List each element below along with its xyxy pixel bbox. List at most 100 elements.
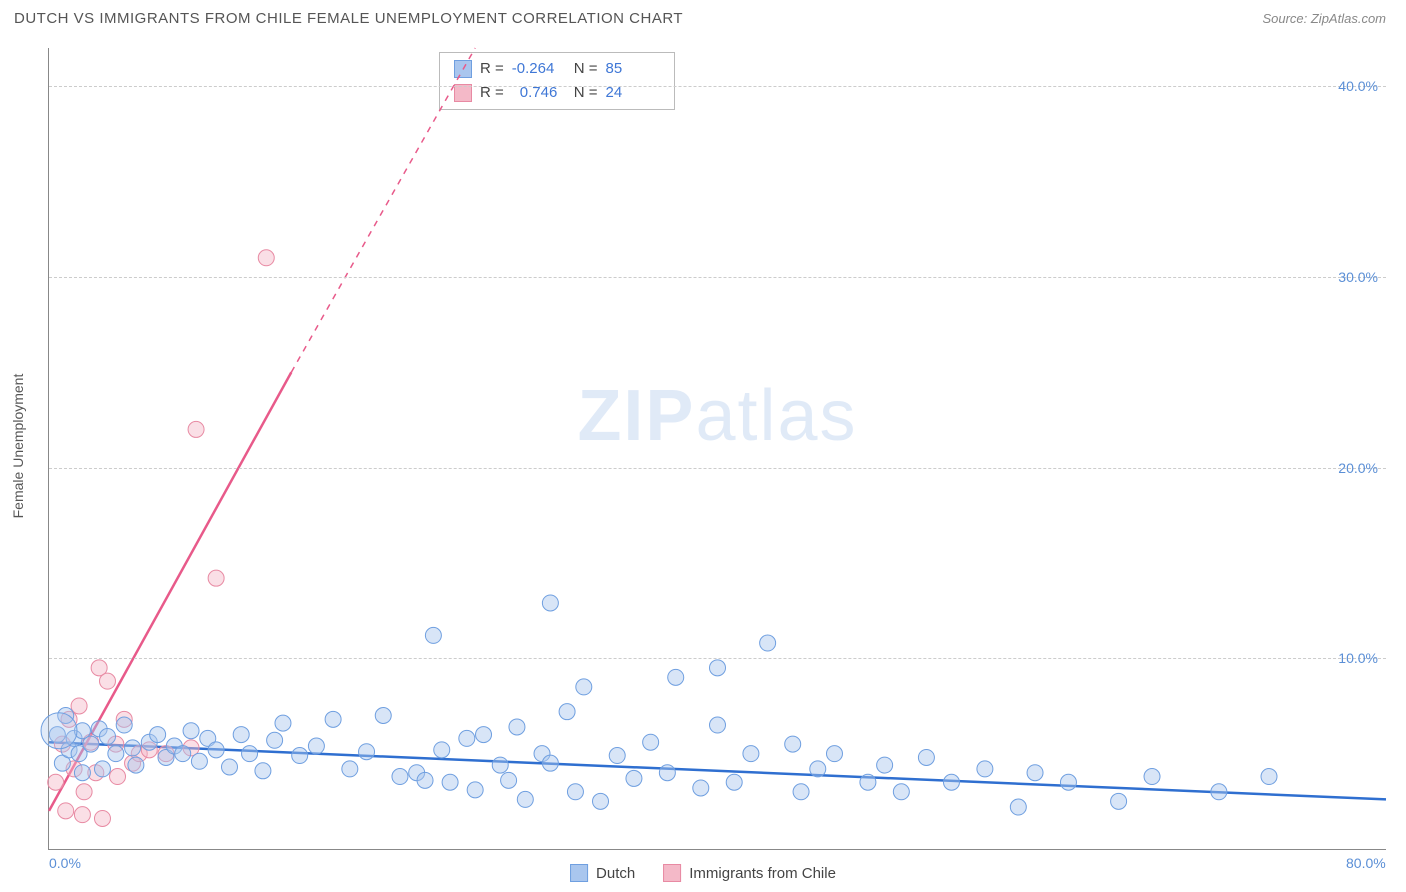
point-dutch	[183, 723, 199, 739]
point-dutch	[785, 736, 801, 752]
point-dutch	[643, 734, 659, 750]
point-dutch	[826, 746, 842, 762]
trendline-chile-extrapolated	[291, 48, 475, 372]
point-dutch	[542, 755, 558, 771]
series-legend: Dutch Immigrants from Chile	[570, 864, 836, 882]
point-dutch-cluster	[41, 713, 77, 749]
point-dutch	[275, 715, 291, 731]
point-dutch	[693, 780, 709, 796]
point-chile	[110, 769, 126, 785]
point-dutch	[255, 763, 271, 779]
point-dutch	[392, 769, 408, 785]
point-dutch	[1261, 769, 1277, 785]
point-dutch	[116, 717, 132, 733]
point-dutch	[609, 748, 625, 764]
point-dutch	[668, 669, 684, 685]
point-chile	[58, 803, 74, 819]
legend-label-chile: Immigrants from Chile	[689, 865, 836, 882]
point-dutch	[943, 774, 959, 790]
point-dutch	[221, 759, 237, 775]
y-axis-label: Female Unemployment	[10, 374, 26, 519]
point-dutch	[99, 728, 115, 744]
point-dutch	[760, 635, 776, 651]
ytick-label: 10.0%	[1338, 650, 1378, 666]
legend-swatch-chile	[663, 864, 681, 882]
xtick-label: 80.0%	[1346, 855, 1386, 871]
legend-label-dutch: Dutch	[596, 865, 635, 882]
point-dutch	[459, 730, 475, 746]
legend-item-chile: Immigrants from Chile	[663, 864, 836, 882]
point-chile	[48, 774, 64, 790]
point-dutch	[417, 772, 433, 788]
point-chile	[76, 784, 92, 800]
point-dutch	[359, 744, 375, 760]
point-dutch	[492, 757, 508, 773]
point-dutch	[191, 753, 207, 769]
point-dutch	[567, 784, 583, 800]
point-dutch	[242, 746, 258, 762]
point-dutch	[893, 784, 909, 800]
point-dutch	[267, 732, 283, 748]
point-dutch	[208, 742, 224, 758]
point-dutch	[175, 746, 191, 762]
point-dutch	[501, 772, 517, 788]
point-chile	[99, 673, 115, 689]
point-chile	[74, 807, 90, 823]
point-dutch	[434, 742, 450, 758]
point-dutch	[150, 727, 166, 743]
point-chile	[71, 698, 87, 714]
gridline	[49, 86, 1386, 87]
point-chile	[208, 570, 224, 586]
point-dutch	[375, 708, 391, 724]
point-dutch	[442, 774, 458, 790]
point-dutch	[726, 774, 742, 790]
point-dutch	[1144, 769, 1160, 785]
point-dutch	[710, 660, 726, 676]
legend-item-dutch: Dutch	[570, 864, 635, 882]
point-chile	[188, 421, 204, 437]
gridline	[49, 277, 1386, 278]
point-dutch	[128, 757, 144, 773]
point-dutch	[918, 749, 934, 765]
point-dutch	[292, 748, 308, 764]
point-dutch	[877, 757, 893, 773]
point-chile	[258, 250, 274, 266]
point-dutch	[83, 736, 99, 752]
ytick-label: 40.0%	[1338, 78, 1378, 94]
point-dutch	[860, 774, 876, 790]
point-dutch	[810, 761, 826, 777]
point-dutch	[1010, 799, 1026, 815]
point-dutch	[710, 717, 726, 733]
legend-swatch-dutch	[570, 864, 588, 882]
point-dutch	[1027, 765, 1043, 781]
point-dutch	[659, 765, 675, 781]
gridline	[49, 658, 1386, 659]
point-dutch	[476, 727, 492, 743]
scatter-plot-svg	[49, 48, 1386, 849]
point-dutch	[509, 719, 525, 735]
xtick-label: 0.0%	[49, 855, 81, 871]
point-dutch	[1211, 784, 1227, 800]
point-dutch	[108, 746, 124, 762]
point-dutch	[74, 765, 90, 781]
point-dutch	[793, 784, 809, 800]
point-dutch	[233, 727, 249, 743]
point-dutch	[542, 595, 558, 611]
point-dutch	[743, 746, 759, 762]
point-dutch	[125, 740, 141, 756]
source-attribution: Source: ZipAtlas.com	[1262, 11, 1386, 26]
point-dutch	[559, 704, 575, 720]
chart-title: DUTCH VS IMMIGRANTS FROM CHILE FEMALE UN…	[14, 10, 683, 27]
point-dutch	[626, 770, 642, 786]
point-chile	[94, 810, 110, 826]
point-dutch	[308, 738, 324, 754]
point-dutch	[325, 711, 341, 727]
ytick-label: 30.0%	[1338, 269, 1378, 285]
point-dutch	[342, 761, 358, 777]
point-dutch	[593, 793, 609, 809]
gridline	[49, 468, 1386, 469]
ytick-label: 20.0%	[1338, 460, 1378, 476]
point-dutch	[94, 761, 110, 777]
point-dutch	[467, 782, 483, 798]
point-dutch	[425, 627, 441, 643]
